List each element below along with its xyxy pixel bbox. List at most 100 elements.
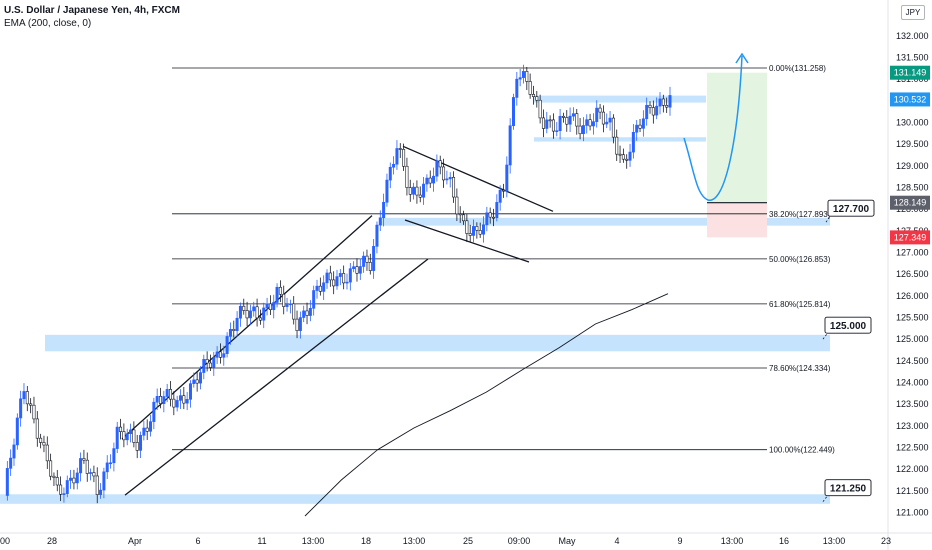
candle-body: [641, 118, 645, 129]
candle-body: [568, 115, 572, 125]
candle-body: [132, 429, 136, 443]
candle-body: [5, 468, 9, 496]
candle-body: [192, 379, 196, 384]
candle-body: [59, 484, 63, 495]
candle-body: [15, 417, 19, 446]
callout-label: 121.250: [830, 484, 867, 495]
chart-header: U.S. Dollar / Japanese Yen, 4h, FXCM EMA…: [4, 4, 180, 30]
callout-label: 125.000: [830, 321, 867, 332]
candle-body: [212, 357, 216, 368]
symbol-title: U.S. Dollar / Japanese Yen, 4h, FXCM: [4, 5, 180, 16]
callout-box: [824, 316, 872, 334]
candle-body: [511, 97, 515, 127]
candle-body: [135, 442, 139, 451]
x-tick-label: 13:00: [302, 536, 325, 546]
projection-arrowhead: [735, 52, 749, 64]
candle-body: [605, 121, 609, 125]
candle-body: [575, 113, 579, 127]
candle-body: [292, 303, 296, 320]
candle-body: [561, 115, 565, 118]
candle-body: [581, 125, 585, 135]
candle-body: [39, 437, 43, 443]
y-tick-label: 122.500: [896, 443, 929, 453]
candle-body: [285, 304, 289, 307]
candle-body: [601, 111, 605, 125]
price-tag-label: 127.349: [894, 232, 927, 242]
candle-body: [648, 104, 652, 108]
y-tick-label: 125.500: [896, 313, 929, 323]
candle-body: [52, 475, 56, 478]
candle-body: [445, 178, 449, 181]
candle-body: [501, 189, 505, 192]
candle-body: [49, 460, 53, 477]
projection-arrow: [683, 55, 743, 201]
candle-body: [129, 429, 133, 434]
candle-body: [528, 81, 532, 95]
candle-body: [278, 286, 282, 295]
candle-body: [585, 119, 589, 126]
candle-body: [551, 119, 555, 132]
candle-body: [368, 262, 372, 271]
candle-body: [565, 117, 569, 125]
candle-body: [548, 119, 552, 122]
currency-badge[interactable]: JPY: [901, 5, 925, 20]
candle-body: [332, 279, 336, 287]
candle-body: [355, 266, 359, 274]
zone-range-bottom: [534, 137, 706, 142]
candle-body: [225, 336, 229, 354]
candle-body: [202, 359, 206, 373]
candle-body: [372, 246, 376, 271]
y-tick-label: 121.000: [896, 508, 929, 518]
candle-body: [435, 160, 439, 177]
candle-body: [418, 194, 422, 198]
candle-body: [235, 317, 239, 331]
candle-body: [228, 328, 232, 337]
y-tick-label: 127.000: [896, 248, 929, 258]
x-tick-label: 09:00: [508, 536, 531, 546]
candle-body: [338, 273, 342, 277]
candle-body: [425, 177, 429, 185]
candle-body: [12, 444, 16, 459]
candle-body: [252, 306, 256, 312]
candle-body: [395, 148, 399, 165]
candle-body: [588, 119, 592, 127]
candle-body: [458, 213, 462, 216]
zone-range-top: [534, 95, 706, 103]
candle-body: [538, 99, 542, 119]
candle-body: [178, 395, 182, 401]
candle-body: [382, 201, 386, 219]
indicator-label: EMA (200, close, 0): [4, 18, 92, 29]
candle-body: [455, 196, 459, 215]
candle-body: [638, 124, 642, 129]
candle-body: [531, 94, 535, 97]
candle-body: [611, 117, 615, 138]
x-tick-label: 6: [195, 536, 200, 546]
candle-body: [122, 431, 126, 441]
candle-body: [635, 124, 639, 133]
candle-body: [385, 179, 389, 203]
zone-resistance-125: [45, 334, 830, 352]
candle-body: [591, 121, 595, 127]
candle-body: [515, 78, 519, 98]
candle-body: [25, 391, 29, 405]
y-tick-label: 122.000: [896, 464, 929, 474]
x-tick-label: 18: [361, 536, 371, 546]
target-zone: [707, 72, 767, 203]
candle-body: [35, 418, 39, 439]
candle-body: [438, 160, 442, 168]
fib-level-label: 100.00%(122.449): [769, 446, 835, 455]
candle-body: [159, 396, 163, 404]
candle-body: [208, 362, 212, 368]
candle-body: [85, 459, 89, 474]
candle-body: [365, 255, 369, 263]
candle-body: [272, 302, 276, 311]
candle-body: [345, 281, 349, 284]
y-tick-label: 128.500: [896, 183, 929, 193]
candle-body: [65, 480, 69, 494]
y-tick-label: 123.000: [896, 421, 929, 431]
candle-body: [325, 272, 329, 284]
candle-body: [492, 216, 496, 219]
candle-body: [631, 131, 635, 153]
candle-body: [169, 389, 173, 400]
